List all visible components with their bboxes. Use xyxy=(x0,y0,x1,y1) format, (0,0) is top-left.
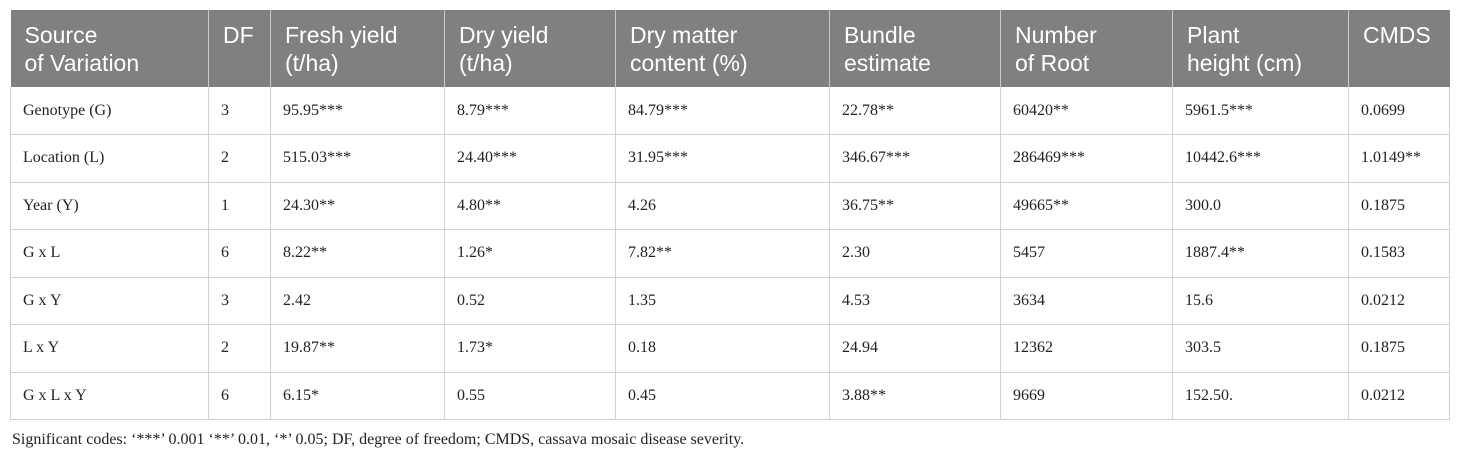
table-cell: 84.79*** xyxy=(615,87,830,135)
table-cell: G x Y xyxy=(10,277,209,325)
table-row: Year (Y) 1 24.30** 4.80** 4.26 36.75** 4… xyxy=(10,182,1450,230)
table-row: Location (L) 2 515.03*** 24.40*** 31.95*… xyxy=(10,134,1450,183)
table-cell: 2.30 xyxy=(829,229,1001,278)
table-cell: 286469*** xyxy=(1000,134,1173,183)
table-row: G x L 6 8.22** 1.26* 7.82** 2.30 5457 18… xyxy=(10,229,1450,278)
table-cell: L x Y xyxy=(10,324,209,373)
table-cell: G x L x Y xyxy=(10,372,209,420)
table-cell: 9669 xyxy=(1000,372,1173,420)
table-cell: 8.22** xyxy=(270,229,445,278)
table-cell: 1887.4** xyxy=(1172,229,1349,278)
header-plant-height: Plant height (cm) xyxy=(1172,10,1349,87)
footnote: Significant codes: ‘***’ 0.001 ‘**’ 0.01… xyxy=(12,431,745,448)
table-cell: 12362 xyxy=(1000,324,1173,373)
table-cell: 49665** xyxy=(1000,182,1173,230)
table-cell: 4.80** xyxy=(444,182,616,230)
table-cell: 24.40*** xyxy=(444,134,616,183)
table-cell: 3.88** xyxy=(829,372,1001,420)
table-cell: 22.78** xyxy=(829,87,1001,135)
table-cell: 7.82** xyxy=(615,229,830,278)
table-cell: 0.45 xyxy=(615,372,830,420)
table-cell: 3634 xyxy=(1000,277,1173,325)
table-cell: 1.0149** xyxy=(1348,134,1450,183)
table-cell: 6 xyxy=(208,372,271,420)
anova-table-container: Source of Variation DF Fresh yield (t/ha… xyxy=(10,10,1450,420)
table-cell: 0.52 xyxy=(444,277,616,325)
anova-table: Source of Variation DF Fresh yield (t/ha… xyxy=(10,10,1450,420)
table-cell: 60420** xyxy=(1000,87,1173,135)
table-cell: 2.42 xyxy=(270,277,445,325)
table-cell: 0.1875 xyxy=(1348,324,1450,373)
table-cell: G x L xyxy=(10,229,209,278)
table-row: G x L x Y 6 6.15* 0.55 0.45 3.88** 9669 … xyxy=(10,372,1450,420)
table-cell: 24.94 xyxy=(829,324,1001,373)
table-cell: 0.1583 xyxy=(1348,229,1450,278)
table-cell: 24.30** xyxy=(270,182,445,230)
table-cell: Genotype (G) xyxy=(10,87,209,135)
table-cell: 300.0 xyxy=(1172,182,1349,230)
table-cell: 0.55 xyxy=(444,372,616,420)
table-cell: 31.95*** xyxy=(615,134,830,183)
header-row: Source of Variation DF Fresh yield (t/ha… xyxy=(10,10,1450,87)
table-row: L x Y 2 19.87** 1.73* 0.18 24.94 12362 3… xyxy=(10,324,1450,373)
header-bundle-estimate: Bundle estimate xyxy=(829,10,1001,87)
table-cell: 4.26 xyxy=(615,182,830,230)
table-cell: 346.67*** xyxy=(829,134,1001,183)
table-cell: 0.0212 xyxy=(1348,372,1450,420)
header-cmds: CMDS xyxy=(1348,10,1450,87)
table-cell: 2 xyxy=(208,134,271,183)
table-cell: 303.5 xyxy=(1172,324,1349,373)
table-cell: 3 xyxy=(208,277,271,325)
table-cell: 0.0699 xyxy=(1348,87,1450,135)
table-cell: 3 xyxy=(208,87,271,135)
table-cell: 152.50. xyxy=(1172,372,1349,420)
table-cell: 0.0212 xyxy=(1348,277,1450,325)
table-cell: 1 xyxy=(208,182,271,230)
table-cell: 1.73* xyxy=(444,324,616,373)
table-cell: 19.87** xyxy=(270,324,445,373)
table-cell: 6.15* xyxy=(270,372,445,420)
table-cell: 36.75** xyxy=(829,182,1001,230)
table-cell: 6 xyxy=(208,229,271,278)
table-cell: Location (L) xyxy=(10,134,209,183)
table-cell: 0.18 xyxy=(615,324,830,373)
header-fresh-yield: Fresh yield (t/ha) xyxy=(270,10,445,87)
table-cell: 0.1875 xyxy=(1348,182,1450,230)
table-cell: 8.79*** xyxy=(444,87,616,135)
table-row: G x Y 3 2.42 0.52 1.35 4.53 3634 15.6 0.… xyxy=(10,277,1450,325)
table-cell: 5961.5*** xyxy=(1172,87,1349,135)
table-cell: 1.35 xyxy=(615,277,830,325)
table-cell: 2 xyxy=(208,324,271,373)
table-cell: 515.03*** xyxy=(270,134,445,183)
table-cell: Year (Y) xyxy=(10,182,209,230)
header-dry-yield: Dry yield (t/ha) xyxy=(444,10,616,87)
table-cell: 15.6 xyxy=(1172,277,1349,325)
header-dry-matter: Dry matter content (%) xyxy=(615,10,830,87)
table-cell: 1.26* xyxy=(444,229,616,278)
header-df: DF xyxy=(208,10,271,87)
table-cell: 95.95*** xyxy=(270,87,445,135)
table-row: Genotype (G) 3 95.95*** 8.79*** 84.79***… xyxy=(10,87,1450,135)
table-cell: 10442.6*** xyxy=(1172,134,1349,183)
table-cell: 5457 xyxy=(1000,229,1173,278)
header-number-of-root: Number of Root xyxy=(1000,10,1173,87)
header-source: Source of Variation xyxy=(10,10,209,87)
table-cell: 4.53 xyxy=(829,277,1001,325)
